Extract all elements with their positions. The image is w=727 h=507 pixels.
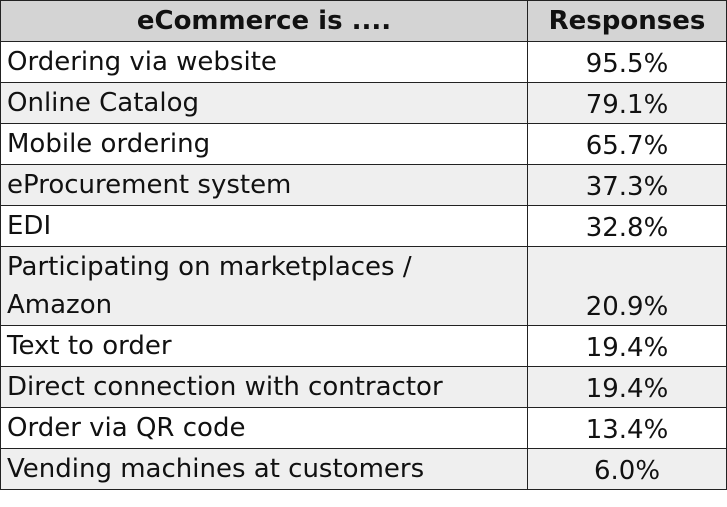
value-cell: 95.5%	[527, 41, 727, 83]
label-cell: Text to order	[0, 325, 528, 367]
table-row: Ordering via website 95.5%	[0, 41, 727, 83]
table-row: Online Catalog 79.1%	[0, 82, 727, 124]
table-row: EDI 32.8%	[0, 205, 727, 247]
value-cell: 19.4%	[527, 366, 727, 408]
label-cell: Participating on marketplaces / Amazon	[0, 246, 528, 326]
table-body: Ordering via website 95.5% Online Catalog 7…	[0, 41, 727, 490]
label-cell: Order via QR code	[0, 407, 528, 449]
label-cell: Vending machines at customers	[0, 448, 528, 490]
value-cell: 65.7%	[527, 123, 727, 165]
label-cell: Mobile ordering	[0, 123, 528, 165]
header-row: eCommerce is .... Responses	[0, 0, 727, 42]
table-row: Order via QR code 13.4%	[0, 407, 727, 449]
header-cell: eCommerce is ....	[0, 0, 528, 42]
value-cell: 32.8%	[527, 205, 727, 247]
label-cell: Online Catalog	[0, 82, 528, 124]
value-cell: 13.4%	[527, 407, 727, 449]
table-row: eProcurement system 37.3%	[0, 164, 727, 206]
label-cell: eProcurement system	[0, 164, 528, 206]
table-row: Text to order 19.4%	[0, 325, 727, 367]
label-cell: Direct connection with contractor	[0, 366, 528, 408]
table-row: Participating on marketplaces / Amazon 20…	[0, 246, 727, 326]
label-cell: Ordering via website	[0, 41, 528, 83]
value-cell: 79.1%	[527, 82, 727, 124]
table-row: Mobile ordering 65.7%	[0, 123, 727, 165]
value-cell: 6.0%	[527, 448, 727, 490]
value-cell: 37.3%	[527, 164, 727, 206]
label-cell: EDI	[0, 205, 528, 247]
survey-table: eCommerce is .... Responses Ordering via…	[0, 0, 727, 490]
table-row: Direct connection with contractor 19.4%	[0, 366, 727, 408]
header-cell: Responses	[527, 0, 727, 42]
value-cell: 20.9%	[527, 246, 727, 326]
table-row: Vending machines at customers 6.0%	[0, 448, 727, 490]
value-cell: 19.4%	[527, 325, 727, 367]
